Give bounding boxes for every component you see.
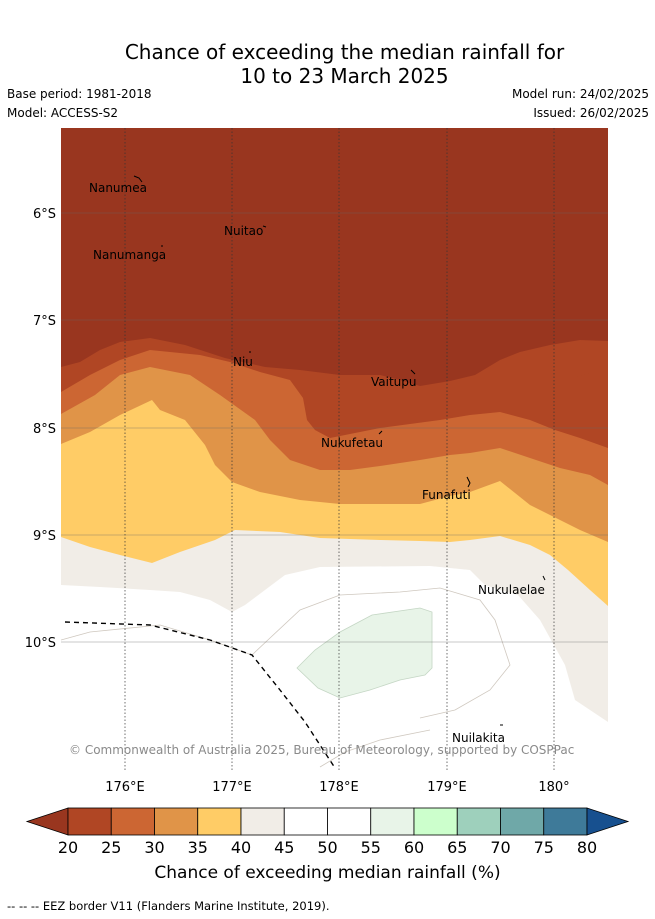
issued-date: Issued: 26/02/2025 [533,106,649,120]
colorbar-tick-label: 55 [361,838,381,857]
colorbar-segment [500,807,545,836]
colorbar-segment [327,807,372,836]
title-line-2: 10 to 23 March 2025 [240,64,449,88]
island-outlines [133,175,546,726]
colorbar-tick-label: 50 [317,838,337,857]
colorbar-under-arrow [25,807,69,836]
title-line-1: Chance of exceeding the median rainfall … [124,40,565,64]
eez-note: -- -- -- EEZ border V11 (Flanders Marine… [7,899,330,913]
lat-label-8s: 8°S [33,422,56,437]
longitude-axis: 176°E 177°E 178°E 179°E 180° [105,780,569,795]
latitude-lines [61,212,608,643]
lon-label-178e: 178°E [319,780,359,795]
colorbar-segment [283,807,328,836]
place-label-nanumea: Nanumea [89,181,147,195]
band-55-60 [296,607,433,699]
place-label-niu: Niu [233,355,253,369]
colorbar-tick-label: 60 [404,838,424,857]
colorbar-tick-label: 70 [490,838,510,857]
latitude-axis: 6°S 7°S 8°S 9°S 10°S [25,207,56,651]
place-label-funafuti: Funafuti [422,488,471,502]
lon-label-177e: 177°E [212,780,252,795]
place-label-nuilakita: Nuilakita [452,731,505,745]
colorbar-over-arrow [586,807,630,836]
copyright-notice: © Commonwealth of Australia 2025, Bureau… [69,743,574,757]
colorbar-tick-label: 40 [231,838,251,857]
colorbar-segment [413,807,458,836]
band-20-25-patch [576,370,608,393]
lon-label-179e: 179°E [427,780,467,795]
place-label-nukulaelae: Nukulaelae [478,583,545,597]
colorbar-segment [543,807,588,836]
colorbar-tick-label: 25 [101,838,121,857]
place-label-nuitao: Nuitao [224,224,263,238]
lon-label-176e: 176°E [105,780,145,795]
lat-label-7s: 7°S [33,314,56,329]
colorbar: 20 25 30 35 40 45 50 55 60 65 70 75 80 [25,807,630,857]
lat-label-10s: 10°S [25,636,56,651]
colorbar-segment [456,807,501,836]
place-label-vaitupu: Vaitupu [371,375,417,389]
model-name: Model: ACCESS-S2 [7,106,119,120]
contour-lines [61,587,511,768]
colorbar-segment [370,807,415,836]
colorbar-tick-label: 35 [188,838,208,857]
lon-label-180: 180° [538,780,569,795]
lat-label-9s: 9°S [33,529,56,544]
graticule [124,128,555,771]
colorbar-tick-label: 20 [58,838,78,857]
colorbar-tick-label: 80 [577,838,597,857]
base-period: Base period: 1981-2018 [7,87,152,101]
colorbar-tick-label: 45 [274,838,294,857]
rainfall-contours: Nanumea Nuitao Nanumanga Niu Vaitupu Nuk… [61,128,608,771]
map-title: Chance of exceeding the median rainfall … [0,40,655,88]
model-run: Model run: 24/02/2025 [511,87,649,101]
colorbar-tick-label: 65 [447,838,467,857]
colorbar-segment [110,807,155,836]
eez-border [64,621,336,769]
colorbar-title: Chance of exceeding median rainfall (%) [154,863,501,883]
place-label-nukufetau: Nukufetau [321,436,383,450]
band-below-20 [61,128,608,386]
colorbar-segment [197,807,242,836]
lat-label-6s: 6°S [33,207,56,222]
place-label-nanumanga: Nanumanga [93,248,166,262]
colorbar-tick-label: 75 [534,838,554,857]
colorbar-segment [240,807,285,836]
colorbar-segment [154,807,199,836]
colorbar-segment [67,807,112,836]
colorbar-tick-label: 30 [144,838,164,857]
